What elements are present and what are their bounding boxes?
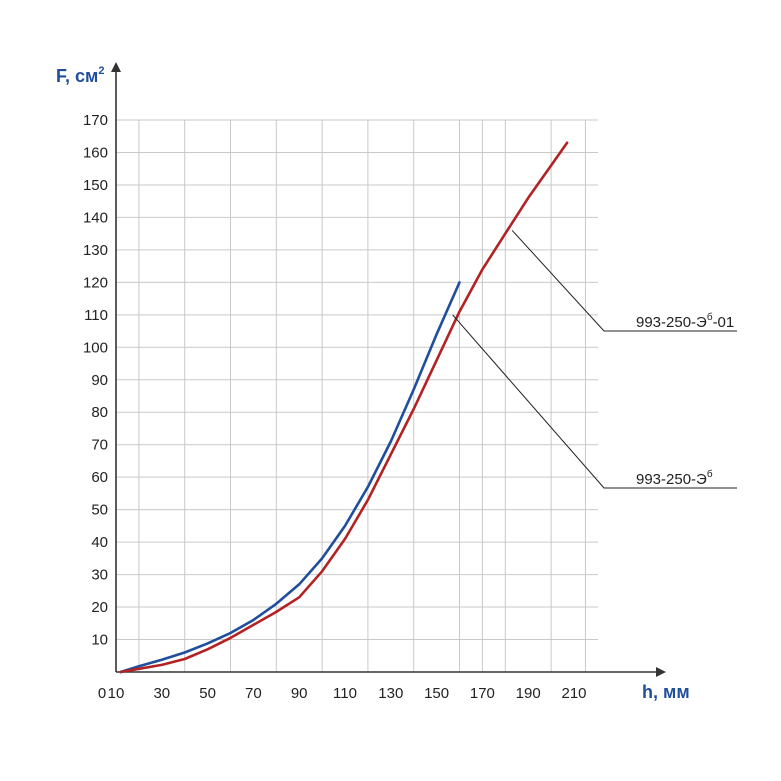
callout-label: 993-250-Эб [636, 468, 713, 488]
x-tick-label: 170 [470, 685, 495, 702]
y-tick-label: 90 [91, 372, 108, 389]
y-axis-title-sup: 2 [98, 65, 104, 77]
y-tick-label: 130 [83, 242, 108, 259]
y-tick-label: 50 [91, 502, 108, 519]
y-tick-label: 10 [91, 632, 108, 649]
y-tick-label: 40 [91, 534, 108, 551]
y-axis-title: F, см2 [56, 65, 104, 86]
y-tick-label: 30 [91, 567, 108, 584]
y-tick-label: 140 [83, 209, 108, 226]
x-tick-label: 90 [291, 685, 308, 702]
x-tick-label: 190 [516, 685, 541, 702]
x-axis-title: h, мм [642, 682, 690, 702]
x-tick-label: 50 [199, 685, 216, 702]
callout-label-main: 993-250-Э [636, 314, 707, 331]
x-tick-label: 0 [98, 685, 106, 702]
x-tick-label: 150 [424, 685, 449, 702]
callout-label-main: 993-250-Э [636, 471, 707, 488]
grid [115, 119, 598, 672]
x-tick-label: 10 [108, 685, 125, 702]
tick-labels: 1020304050607080901001101201301401501601… [83, 112, 587, 702]
x-tick-label: 30 [153, 685, 170, 702]
callout-label-sup: б [707, 468, 713, 480]
callout-leader-line [511, 230, 737, 332]
callout-leader-line [452, 314, 737, 489]
y-tick-label: 110 [84, 307, 108, 324]
y-axis-title-main: F, см [56, 66, 98, 86]
series-line-0 [119, 281, 461, 674]
callout-label-sup: б [707, 311, 713, 323]
x-tick-label: 70 [245, 685, 262, 702]
axes [111, 62, 666, 677]
y-tick-label: 150 [83, 177, 108, 194]
x-tick-label: 110 [333, 685, 357, 702]
y-tick-label: 80 [91, 404, 108, 421]
callout-label: 993-250-Эб-01 [636, 311, 734, 331]
y-tick-label: 170 [83, 112, 108, 129]
x-tick-label: 210 [561, 685, 586, 702]
y-tick-label: 120 [83, 274, 108, 291]
y-tick-label: 100 [83, 339, 108, 356]
series-lines [119, 141, 569, 674]
callout-label-suffix: -01 [713, 314, 735, 331]
x-tick-label: 130 [378, 685, 403, 702]
y-tick-label: 60 [91, 469, 108, 486]
y-tick-label: 160 [83, 144, 108, 161]
y-tick-label: 20 [91, 599, 108, 616]
series-line-1 [119, 141, 569, 674]
y-tick-label: 70 [91, 437, 108, 454]
